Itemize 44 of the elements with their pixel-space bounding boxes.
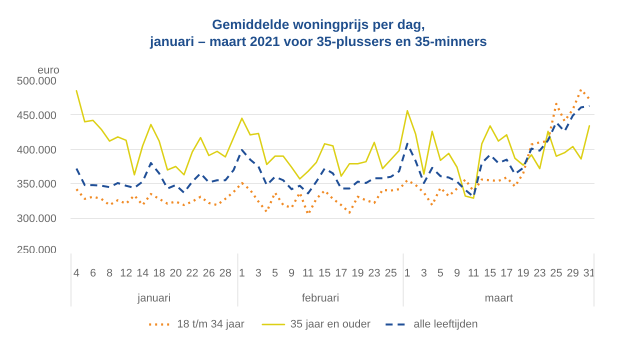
y-tick-label: 300.000 [16, 213, 57, 226]
x-tick-label: 4 [73, 268, 80, 280]
x-tick-label: 11 [468, 268, 480, 280]
x-tick-label: 23 [368, 268, 380, 280]
x-tick-label: 11 [302, 268, 314, 280]
x-tick-label: 28 [219, 268, 232, 280]
x-tick-label: 19 [352, 268, 364, 280]
x-tick-label: 1 [238, 268, 245, 280]
x-tick-label: 18 [153, 268, 166, 280]
x-tick-label: 17 [335, 268, 348, 280]
x-tick-label: 19 [517, 268, 530, 280]
x-tick-label: 5 [437, 268, 444, 280]
y-axis-title: euro [38, 64, 60, 76]
y-tick-label: 450.000 [16, 110, 57, 122]
x-tick-label: 17 [500, 268, 513, 280]
legend-label: 35 jaar en ouder [290, 318, 371, 330]
x-tick-label: 25 [384, 268, 397, 280]
x-tick-label: 9 [454, 268, 460, 280]
x-tick-label: 12 [120, 268, 132, 280]
text: maart [484, 292, 513, 304]
x-tick-label: 6 [90, 268, 96, 280]
x-tick-label: 23 [534, 268, 546, 280]
y-tick-label: 350.000 [16, 178, 57, 191]
x-tick-label: 14 [136, 268, 149, 280]
x-tick-label: 29 [566, 268, 579, 280]
x-tick-label: 3 [420, 268, 427, 280]
x-tick-label: 8 [106, 268, 113, 280]
x-tick-label: 20 [170, 268, 182, 280]
x-tick-label: 9 [288, 268, 295, 280]
x-tick-label: 15 [318, 268, 331, 280]
x-tick-label: 25 [550, 268, 562, 280]
x-tick-label: 3 [255, 268, 262, 280]
legend-label: 18 t/m 34 jaar [177, 318, 245, 330]
x-tick-label: 26 [202, 268, 215, 280]
x-tick-label: 22 [186, 268, 198, 280]
chart-title: Gemiddelde woningprijs per dag, januari – maart 2021 voor 35-plussers en 35-minners [149, 17, 487, 49]
y-tick-label: 500.000 [16, 76, 57, 88]
y-tick-label: 400.000 [16, 144, 57, 156]
text: januari [136, 292, 171, 304]
text: februari [302, 292, 340, 304]
x-tick-label: 5 [272, 268, 278, 280]
legend-label: alle leeftijden [414, 318, 478, 330]
x-tick-label: 15 [484, 268, 496, 280]
x-tick-label: 1 [404, 268, 410, 280]
